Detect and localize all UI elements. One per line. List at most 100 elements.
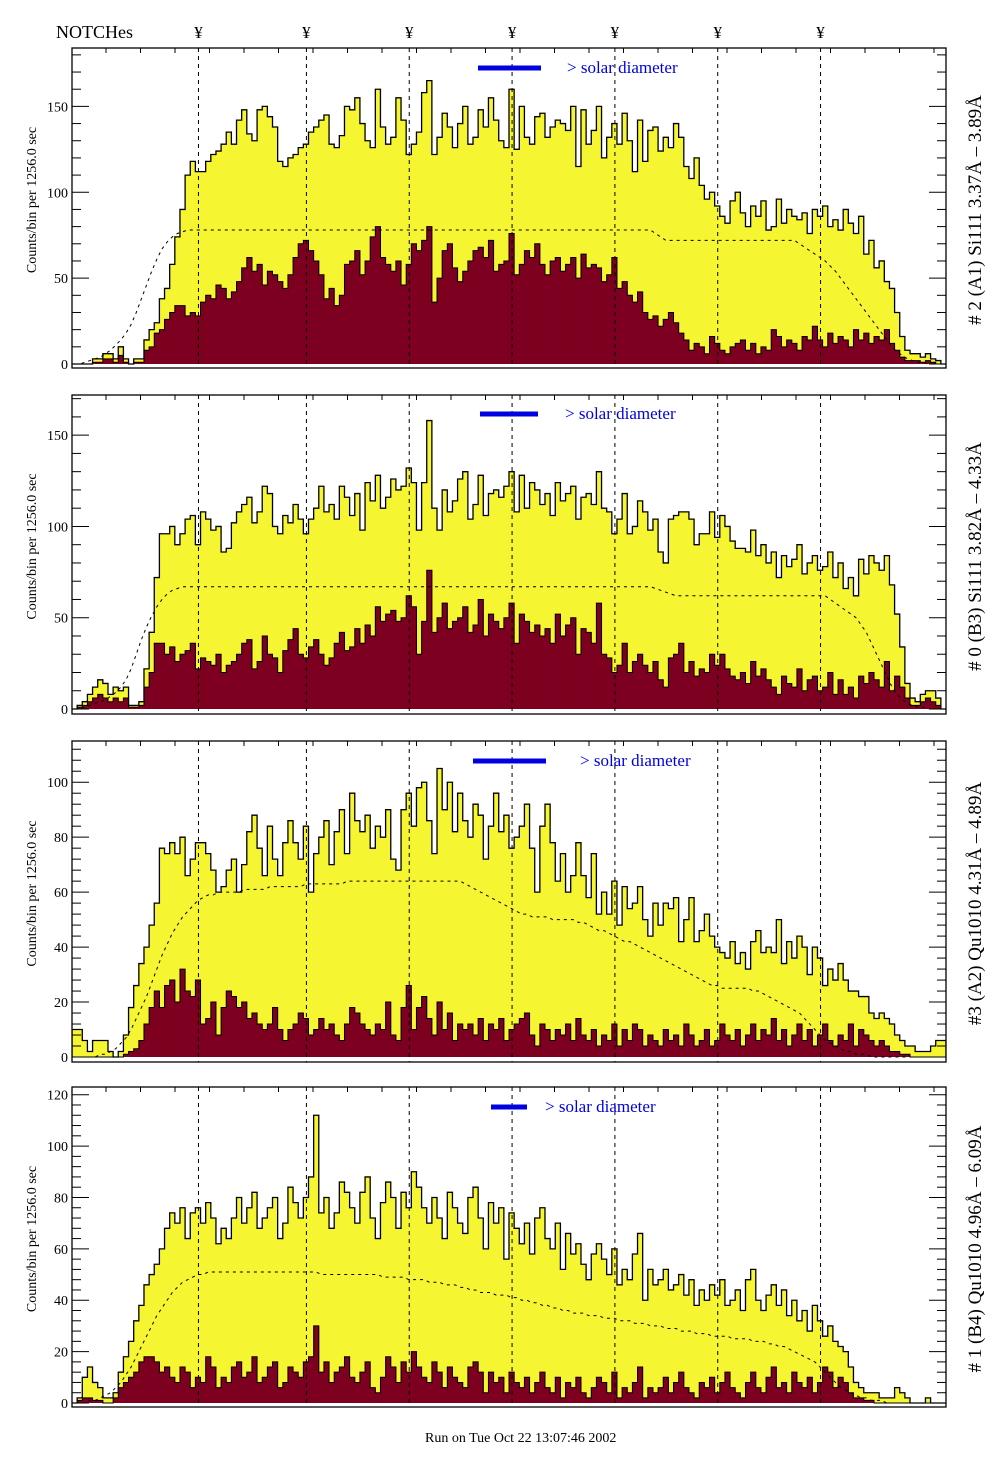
total-bar — [755, 930, 762, 1057]
total-bar — [843, 980, 849, 1057]
total-bar — [113, 358, 119, 364]
total-bar — [735, 548, 741, 709]
total-bar — [190, 1212, 196, 1403]
sub-outline — [72, 1325, 946, 1404]
total-bar — [200, 511, 207, 709]
sub-bar — [226, 1382, 232, 1403]
sub-bar — [370, 236, 376, 364]
sub-bar — [730, 346, 736, 364]
total-bar — [868, 240, 875, 364]
sub-bar — [920, 362, 926, 364]
sub-bar — [724, 353, 731, 364]
sub-bar — [838, 336, 844, 364]
total-bar — [668, 1289, 674, 1403]
total-bar — [663, 1269, 669, 1403]
sub-bar — [385, 264, 392, 364]
total-bar — [740, 212, 746, 364]
total-bar — [766, 947, 772, 1057]
sub-bar — [498, 1377, 505, 1403]
sub-bar — [735, 1029, 741, 1057]
total-bar — [935, 698, 942, 709]
total-bar — [323, 511, 330, 709]
sub-bar — [365, 625, 371, 709]
sub-bar — [447, 243, 453, 364]
total-bar — [781, 555, 788, 709]
sub-bar — [143, 1024, 150, 1057]
sub-bar — [575, 654, 582, 709]
total-bar — [303, 1197, 309, 1403]
total-bar — [267, 116, 273, 365]
total-bar — [704, 1300, 710, 1403]
total-bar — [185, 175, 191, 364]
total-bar — [668, 519, 674, 709]
sub-bar — [694, 1397, 700, 1403]
total-bar — [719, 1279, 726, 1403]
sub-bar — [673, 1035, 680, 1057]
total-bar — [786, 566, 793, 709]
total-bar — [272, 859, 279, 1057]
sub-bar — [755, 676, 762, 709]
total-bar — [462, 106, 469, 365]
total-bar — [627, 1279, 633, 1403]
sub-bar — [277, 1387, 284, 1403]
sub-bar — [658, 1046, 664, 1057]
y-tick-label: 40 — [54, 1294, 68, 1309]
sub-bar — [858, 676, 865, 709]
total-bar — [102, 1397, 109, 1403]
sub-bar — [437, 278, 443, 364]
total-bar — [894, 614, 901, 709]
total-bar — [339, 809, 345, 1057]
sub-bar — [575, 1018, 582, 1057]
sub-bar — [123, 362, 129, 364]
sub-bar — [287, 274, 294, 364]
sub-bar — [462, 606, 469, 709]
total-bar — [308, 519, 315, 709]
total-bar — [550, 1248, 556, 1403]
total-bar — [755, 216, 762, 364]
total-bar — [519, 826, 525, 1057]
sub-bar — [246, 639, 253, 709]
sub-bar — [416, 1367, 422, 1403]
total-bar — [874, 1018, 880, 1057]
total-bar — [637, 500, 644, 709]
sub-bar — [282, 1040, 289, 1057]
sub-bar — [622, 281, 628, 364]
sub-bar — [241, 1002, 248, 1057]
total-bar — [647, 936, 654, 1057]
sub-bar — [570, 1387, 577, 1403]
sub-bar — [663, 687, 669, 709]
sub-bar — [822, 1367, 829, 1403]
sub-bar — [904, 698, 911, 709]
total-bar — [544, 804, 551, 1057]
sub-bar — [467, 1024, 474, 1057]
sub-bar — [730, 1040, 736, 1057]
total-bar — [678, 941, 685, 1057]
sub-outline — [72, 569, 946, 710]
sub-bar — [226, 991, 232, 1057]
total-bar — [580, 109, 587, 365]
total-bar — [879, 1397, 885, 1403]
total-bar — [349, 793, 356, 1057]
sub-bar — [277, 281, 284, 364]
total-bar — [899, 1392, 906, 1403]
total-bar — [221, 886, 227, 1057]
sub-bar — [627, 672, 633, 709]
total-bar — [514, 149, 520, 364]
total-bar — [838, 562, 844, 709]
sub-bar — [822, 346, 829, 364]
total-bar — [411, 1171, 417, 1403]
sub-bar — [668, 1040, 674, 1057]
sub-bar — [930, 701, 937, 709]
total-bar — [354, 1223, 361, 1403]
sub-bar — [329, 1024, 335, 1057]
sub-bar — [329, 1382, 335, 1403]
sub-bar — [755, 1040, 762, 1057]
sub-bar — [606, 274, 613, 364]
total-bar — [606, 914, 613, 1057]
sub-bar — [113, 698, 119, 709]
sub-bar — [899, 687, 906, 709]
sub-bar — [673, 322, 680, 364]
total-bar — [575, 166, 582, 364]
total-bar — [812, 1305, 818, 1403]
sub-bar — [467, 1367, 474, 1403]
